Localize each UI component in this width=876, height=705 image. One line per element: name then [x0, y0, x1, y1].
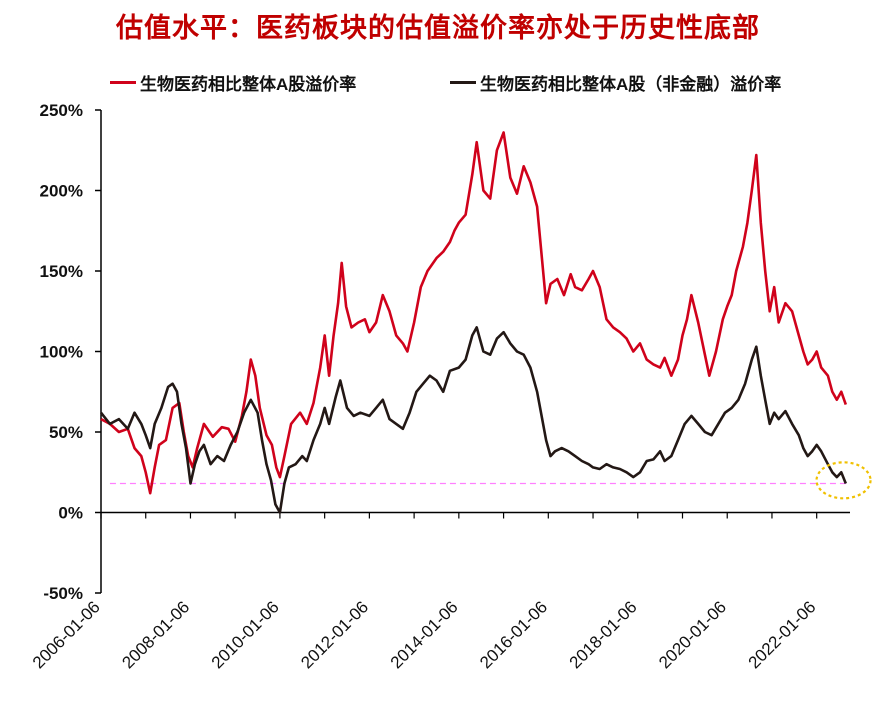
series-line-1	[100, 131, 848, 495]
x-tick-label: 2008-01-06	[118, 597, 193, 672]
y-tick-label: 50%	[49, 423, 83, 442]
series-line-2	[99, 326, 848, 514]
legend-label-series-2: 生物医药相比整体A股（非金融）溢价率	[480, 75, 782, 94]
x-tick-label: 2010-01-06	[208, 597, 283, 672]
x-tick-label: 2018-01-06	[566, 597, 641, 672]
legend-item-series-2: 生物医药相比整体A股（非金融）溢价率	[450, 70, 781, 95]
x-tick-label: 2020-01-06	[655, 597, 730, 672]
y-tick-label: 150%	[40, 262, 83, 281]
highlight-circle	[815, 461, 872, 500]
legend-label-series-1: 生物医药相比整体A股溢价率	[140, 75, 357, 94]
y-tick-label: 0%	[58, 504, 83, 523]
chart-title: 估值水平：医药板块的估值溢价率亦处于历史性底部	[116, 13, 760, 43]
x-tick-label: 2016-01-06	[476, 597, 551, 672]
x-tick-label: 2012-01-06	[297, 597, 372, 672]
y-tick-label: 200%	[40, 182, 83, 201]
legend-swatch-series-2	[450, 81, 476, 84]
x-tick-label: 2022-01-06	[745, 597, 820, 672]
x-tick-label: 2014-01-06	[387, 597, 462, 672]
legend-item-series-1: 生物医药相比整体A股溢价率	[110, 70, 356, 95]
y-tick-label: 100%	[40, 343, 83, 362]
y-tick-label: 250%	[40, 101, 83, 120]
x-tick-label: 2006-01-06	[29, 597, 104, 672]
y-tick-label: -50%	[43, 584, 83, 603]
legend-swatch-series-1	[110, 81, 136, 84]
